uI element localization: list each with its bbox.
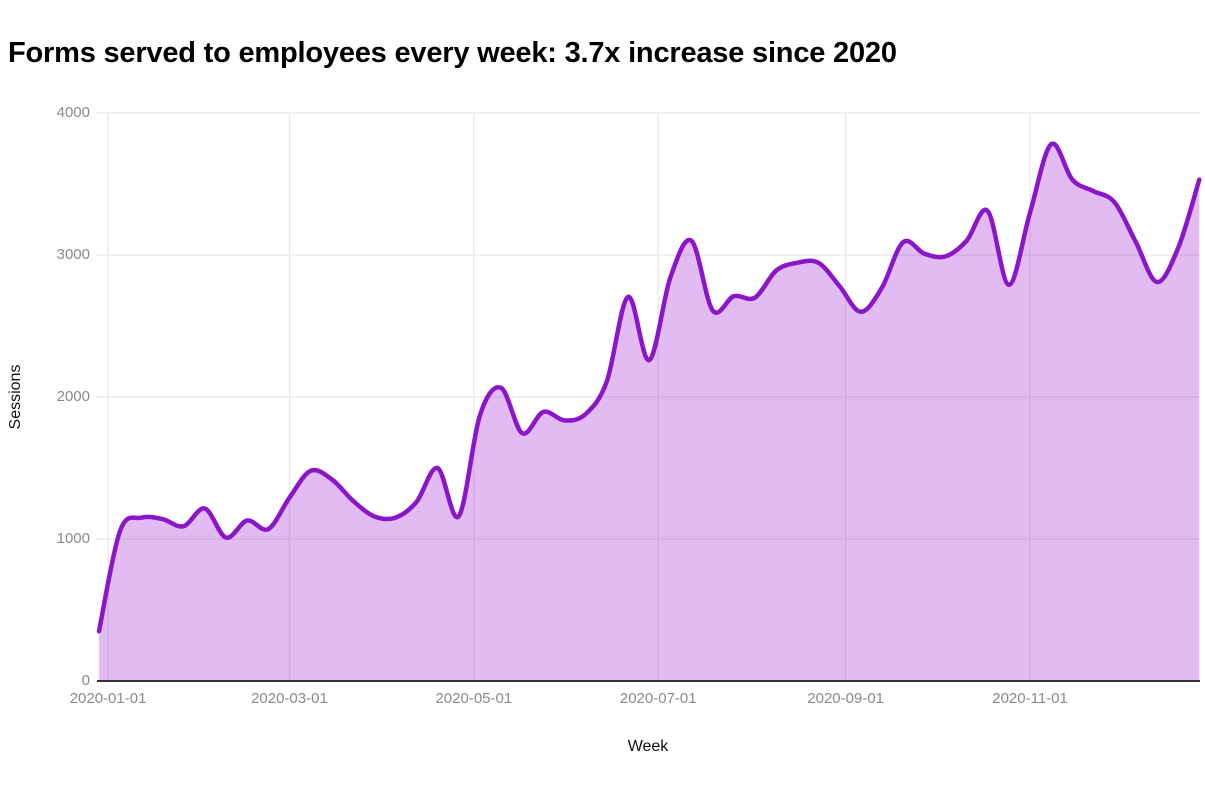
- x-tick-label: 2020-09-01: [807, 690, 885, 707]
- x-tick-label: 2020-05-01: [435, 690, 513, 707]
- series-line[interactable]: [96, 141, 1202, 634]
- y-tick-label: 0: [81, 672, 90, 689]
- y-tick-label: 1000: [56, 530, 90, 547]
- x-tick-label: 2020-07-01: [619, 690, 697, 707]
- chart-title: Forms served to employees every week: 3.…: [8, 37, 897, 70]
- y-axis-title: Sessions: [7, 364, 24, 430]
- area-fill: [99, 143, 1200, 681]
- y-tick-label: 2000: [56, 388, 90, 405]
- x-tick-label: 2020-11-01: [992, 690, 1068, 707]
- x-tick-label: 2020-01-01: [69, 690, 147, 707]
- y-tick-label: 3000: [56, 246, 90, 263]
- x-axis-title: Week: [627, 738, 669, 755]
- x-tick-label: 2020-03-01: [251, 690, 328, 707]
- y-tick-label: 4000: [56, 104, 90, 121]
